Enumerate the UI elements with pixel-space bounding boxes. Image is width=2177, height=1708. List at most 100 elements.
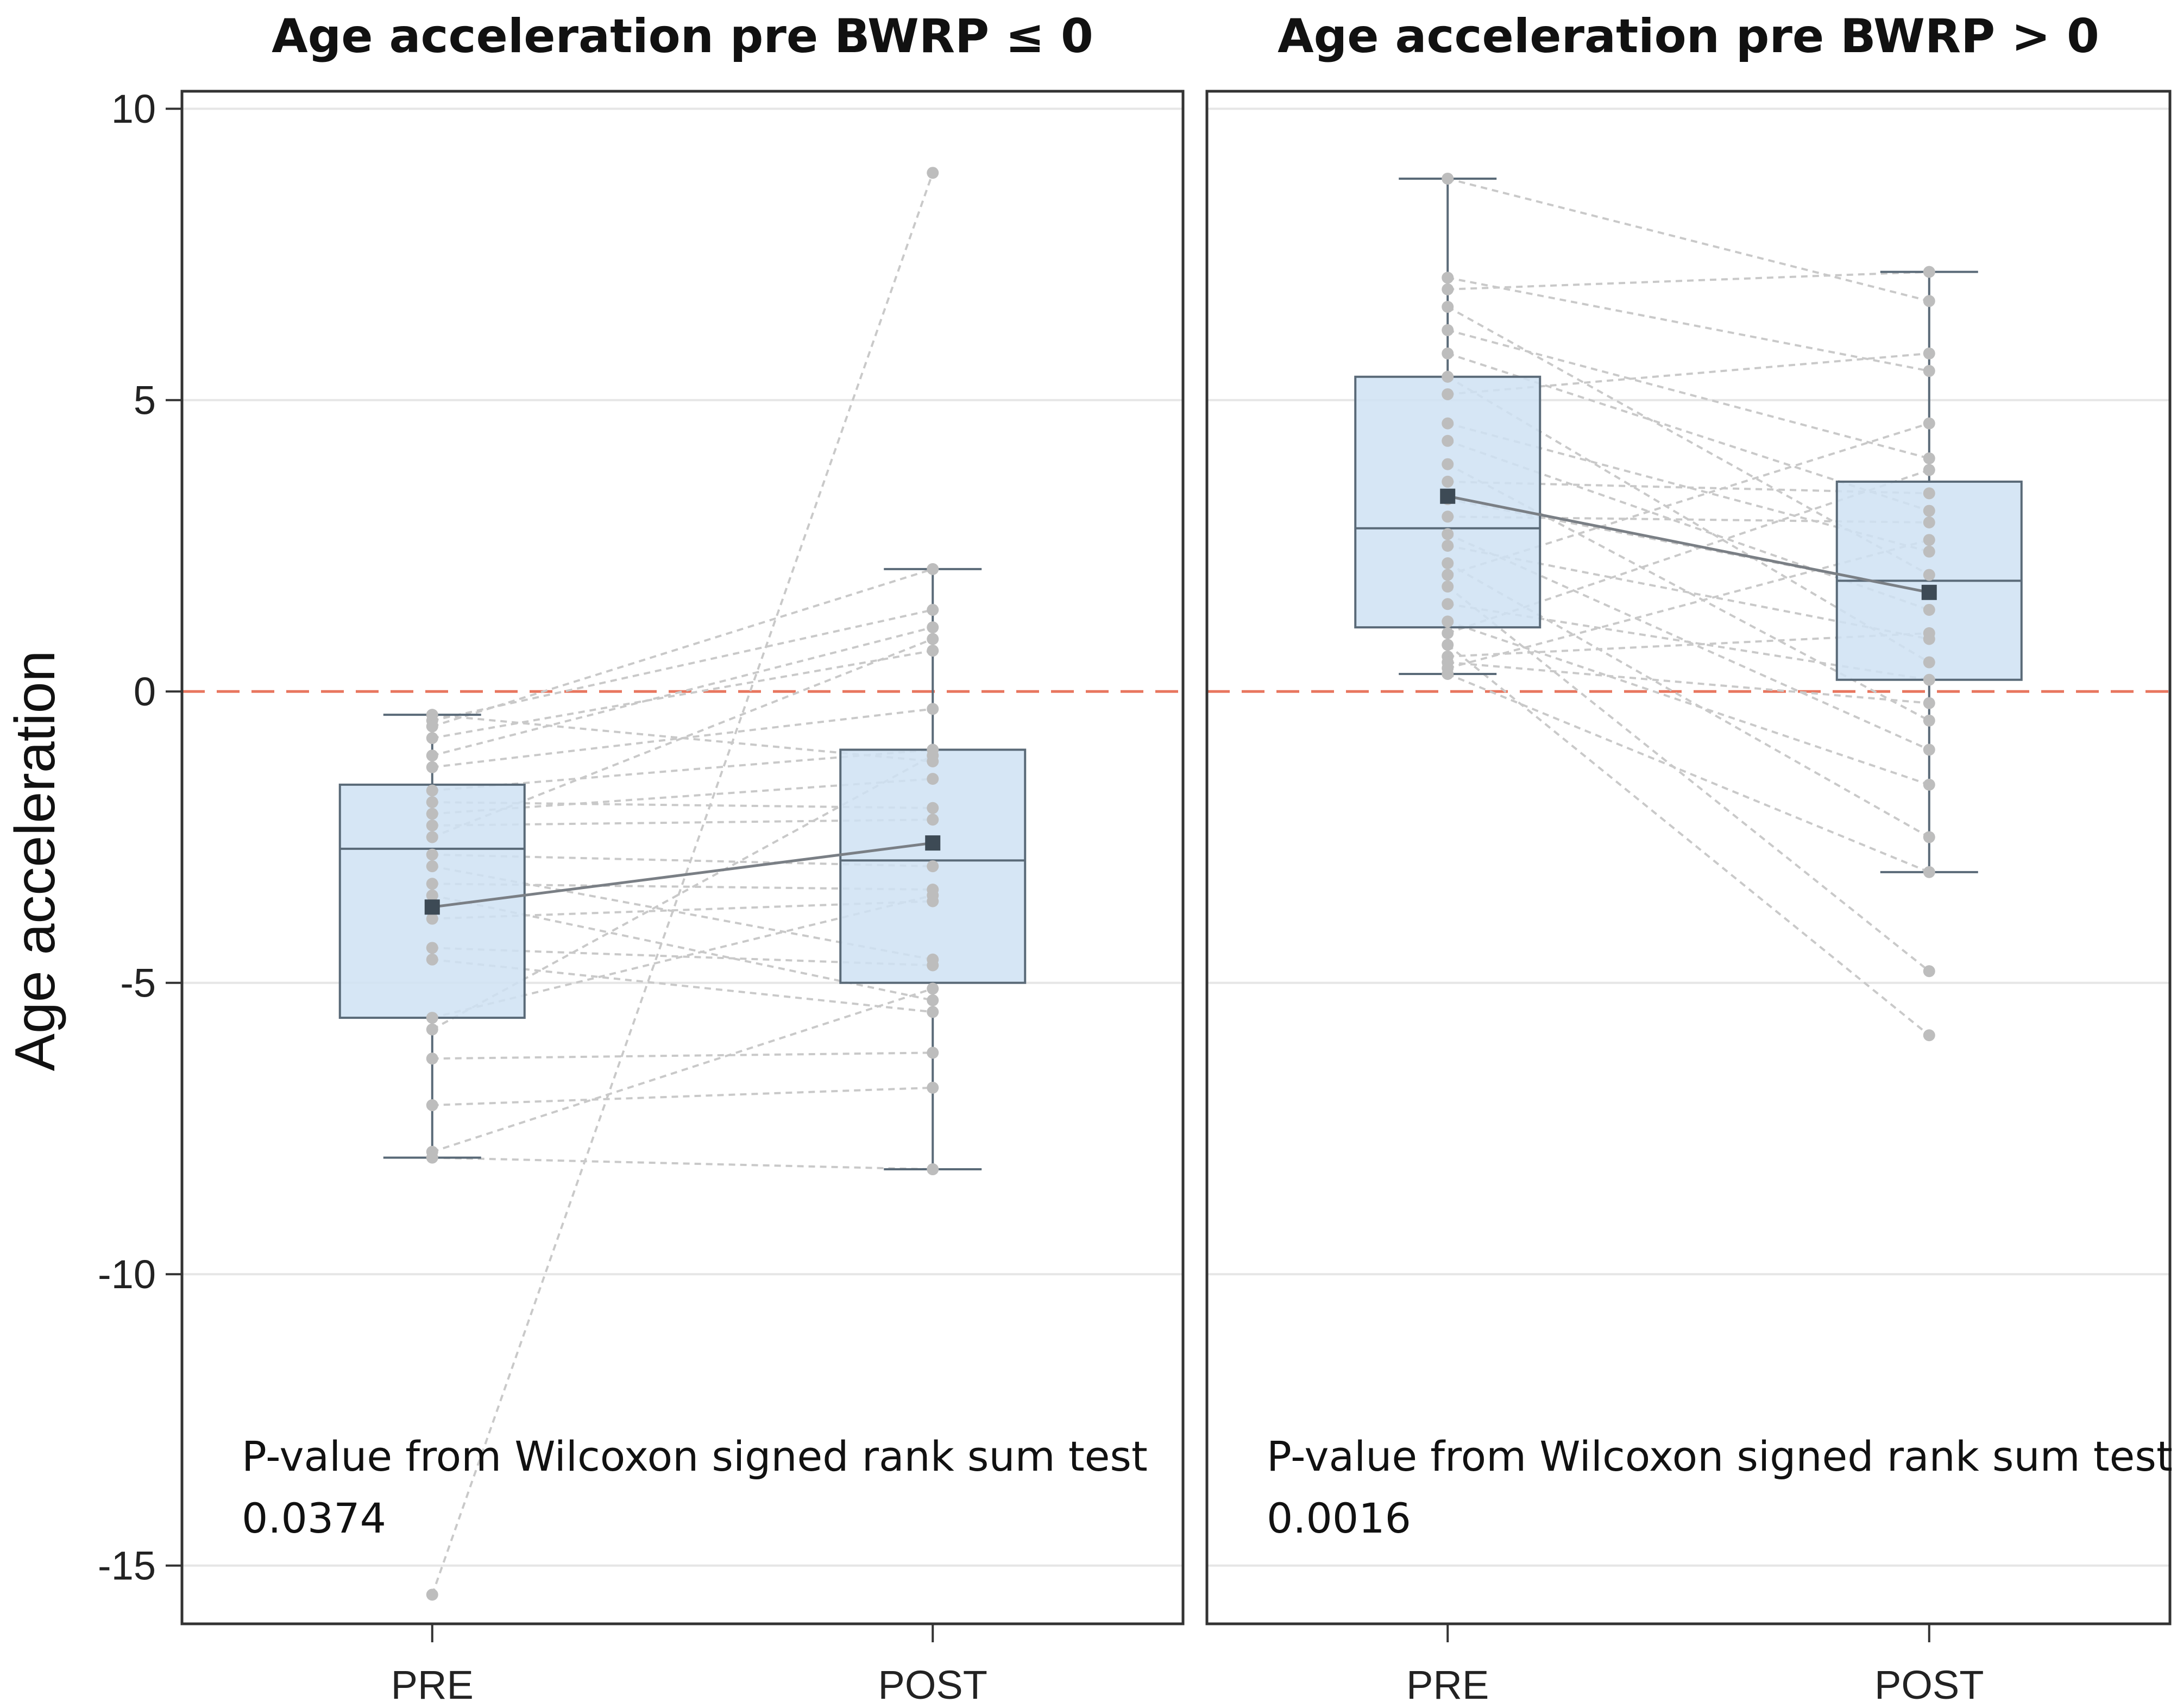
data-point bbox=[1923, 365, 1935, 377]
mean-marker bbox=[424, 899, 440, 915]
panel-frame bbox=[180, 90, 1185, 1625]
paired-line bbox=[432, 708, 933, 768]
paired-line bbox=[1448, 661, 1929, 704]
data-point bbox=[426, 1589, 438, 1601]
pvalue-value: 0.0374 bbox=[242, 1494, 386, 1542]
data-point bbox=[927, 621, 939, 634]
data-point bbox=[1442, 434, 1454, 447]
data-point bbox=[1442, 581, 1454, 593]
data-point bbox=[927, 959, 939, 972]
data-point bbox=[1442, 324, 1454, 336]
x-tick-label: PRE bbox=[1406, 1662, 1489, 1707]
data-point bbox=[426, 1099, 438, 1112]
data-point bbox=[927, 773, 939, 785]
data-point bbox=[1923, 516, 1935, 529]
data-point bbox=[927, 994, 939, 1006]
paired-line bbox=[432, 609, 933, 722]
data-point bbox=[927, 703, 939, 715]
data-point bbox=[426, 889, 438, 902]
paired-line bbox=[432, 568, 933, 728]
data-point bbox=[927, 1047, 939, 1059]
panel-title: Age acceleration pre BWRP > 0 bbox=[1278, 9, 2099, 64]
paired-line bbox=[1447, 276, 1930, 373]
paired-line bbox=[1446, 644, 1930, 1036]
data-point bbox=[426, 784, 438, 797]
data-point bbox=[1923, 697, 1935, 709]
paired-line bbox=[432, 650, 933, 740]
panels-layer: PRE POST Age acceleration pre BWRP ≤ 0 P-va… bbox=[180, 9, 2173, 1707]
data-point bbox=[1442, 539, 1454, 552]
data-point bbox=[927, 860, 939, 873]
data-point bbox=[1923, 627, 1935, 639]
data-point bbox=[1442, 510, 1454, 523]
data-point bbox=[1442, 283, 1454, 295]
data-point bbox=[927, 1081, 939, 1094]
data-point bbox=[927, 749, 939, 762]
data-point bbox=[426, 749, 438, 762]
data-point bbox=[1442, 639, 1454, 651]
data-point bbox=[426, 878, 438, 890]
x-tick-label: PRE bbox=[391, 1662, 474, 1707]
data-point bbox=[1923, 417, 1935, 430]
data-point bbox=[1923, 347, 1935, 360]
paired-line bbox=[1447, 620, 1930, 786]
data-point bbox=[1923, 452, 1935, 464]
y-tick-label: 0 bbox=[134, 669, 156, 714]
data-point bbox=[1442, 569, 1454, 581]
mean-marker bbox=[925, 835, 941, 851]
x-tick-label: POST bbox=[878, 1662, 987, 1707]
data-point bbox=[1923, 603, 1935, 616]
paired-line bbox=[432, 1156, 933, 1171]
panel-frame bbox=[1205, 90, 2172, 1625]
data-point bbox=[1923, 778, 1935, 791]
data-point bbox=[1442, 668, 1454, 680]
paired-line bbox=[1447, 329, 1930, 459]
mean-marker bbox=[1921, 584, 1937, 600]
paired-line bbox=[432, 1086, 933, 1107]
data-point bbox=[426, 953, 438, 966]
data-point bbox=[1442, 598, 1454, 610]
data-point bbox=[426, 1052, 438, 1065]
data-point bbox=[426, 848, 438, 861]
data-point bbox=[426, 912, 438, 925]
data-point bbox=[1442, 528, 1454, 540]
data-point bbox=[1442, 301, 1454, 313]
y-axis: Age acceleration 10 5 0 -5 -10 -15 bbox=[4, 86, 182, 1589]
data-point bbox=[426, 819, 438, 831]
data-point bbox=[927, 167, 939, 179]
data-point bbox=[1442, 557, 1454, 570]
data-point bbox=[1442, 172, 1454, 185]
data-point bbox=[1923, 743, 1935, 756]
paired-line bbox=[1447, 178, 1930, 302]
data-point bbox=[927, 802, 939, 814]
data-point bbox=[1442, 370, 1454, 383]
panel-1: PRE POST Age acceleration pre BWRP ≤ 0 P-va… bbox=[180, 9, 1185, 1707]
data-point bbox=[1442, 475, 1454, 488]
panel-2: PRE POST Age acceleration pre BWRP > 0 P-va… bbox=[1205, 9, 2173, 1707]
data-point bbox=[1923, 866, 1935, 878]
paired-line bbox=[432, 638, 933, 839]
data-point bbox=[426, 732, 438, 745]
data-point bbox=[927, 603, 939, 616]
data-point bbox=[1442, 272, 1454, 284]
mean-marker bbox=[1440, 488, 1456, 504]
mean-connector bbox=[1447, 495, 1930, 594]
data-point bbox=[1442, 458, 1454, 470]
data-point bbox=[1442, 417, 1454, 430]
pvalue-label: P-value from Wilcoxon signed rank sum te… bbox=[242, 1432, 1148, 1480]
paired-line bbox=[1448, 270, 1929, 291]
data-point bbox=[927, 563, 939, 575]
paired-line bbox=[1447, 673, 1930, 873]
data-point bbox=[426, 1151, 438, 1164]
data-point bbox=[927, 633, 939, 645]
data-point bbox=[1923, 505, 1935, 517]
data-point bbox=[1923, 487, 1935, 500]
data-point bbox=[1442, 347, 1454, 360]
data-point bbox=[927, 982, 939, 995]
pvalue-value: 0.0016 bbox=[1267, 1494, 1411, 1542]
paired-line bbox=[432, 987, 933, 1153]
data-point bbox=[1442, 388, 1454, 400]
paired-line bbox=[432, 1051, 933, 1060]
data-point bbox=[927, 1006, 939, 1018]
data-point bbox=[426, 808, 438, 820]
